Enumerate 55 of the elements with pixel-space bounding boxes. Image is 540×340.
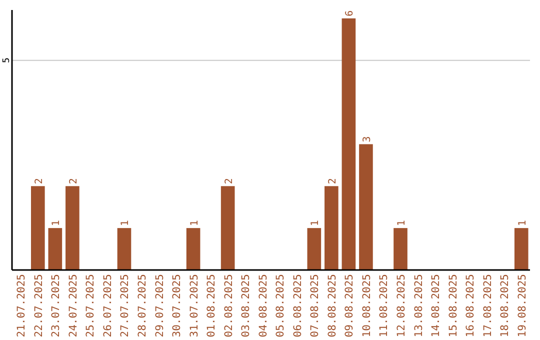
data-label: 1 bbox=[517, 220, 528, 226]
data-label: 6 bbox=[344, 10, 356, 16]
bar bbox=[324, 186, 338, 270]
bar bbox=[514, 228, 528, 270]
bar bbox=[307, 228, 322, 270]
x-tick-label: 24.07.2025 bbox=[67, 274, 80, 338]
bar bbox=[394, 228, 408, 270]
x-tick-label: 09.08.2025 bbox=[344, 274, 356, 338]
x-tick-label: 08.08.2025 bbox=[326, 274, 338, 338]
bar bbox=[220, 186, 235, 270]
data-label: 1 bbox=[310, 220, 322, 226]
x-tick-label: 07.08.2025 bbox=[309, 274, 322, 338]
bar bbox=[117, 228, 132, 270]
bar bbox=[342, 18, 356, 270]
x-tick-label: 23.07.2025 bbox=[50, 274, 62, 338]
bar bbox=[359, 144, 373, 270]
x-tick-label: 26.07.2025 bbox=[102, 274, 114, 338]
x-tick-label: 16.08.2025 bbox=[464, 274, 477, 338]
x-tick-label: 04.08.2025 bbox=[257, 274, 270, 338]
bar bbox=[66, 186, 80, 270]
bar bbox=[30, 186, 45, 270]
x-tick-label: 15.08.2025 bbox=[447, 274, 460, 338]
x-tick-label: 13.08.2025 bbox=[412, 274, 425, 338]
data-label: 2 bbox=[34, 178, 45, 184]
bar bbox=[186, 228, 200, 270]
x-tick-label: 29.07.2025 bbox=[154, 274, 166, 338]
x-tick-label: 27.07.2025 bbox=[119, 274, 132, 338]
data-label: 1 bbox=[189, 220, 200, 226]
x-tick-label: 10.08.2025 bbox=[360, 274, 373, 338]
x-tick-label: 31.07.2025 bbox=[188, 274, 200, 338]
x-tick-label: 06.08.2025 bbox=[292, 274, 304, 338]
x-tick-label: 02.08.2025 bbox=[222, 274, 235, 338]
data-label: 2 bbox=[68, 178, 80, 184]
data-label: 2 bbox=[327, 178, 338, 184]
data-label: 1 bbox=[51, 220, 62, 226]
x-tick-label: 25.07.2025 bbox=[84, 274, 97, 338]
x-tick-label: 18.08.2025 bbox=[499, 274, 512, 338]
x-tick-label: 11.08.2025 bbox=[378, 274, 390, 338]
data-label: 3 bbox=[362, 136, 373, 142]
x-tick-label: 19.08.2025 bbox=[516, 274, 528, 338]
x-tick-label: 05.08.2025 bbox=[274, 274, 287, 338]
x-tick-label: 14.08.2025 bbox=[430, 274, 442, 338]
y-tick-label: 5 bbox=[2, 58, 12, 64]
x-tick-label: 28.07.2025 bbox=[136, 274, 148, 338]
data-label: 1 bbox=[396, 220, 408, 226]
x-tick-label: 30.07.2025 bbox=[171, 274, 184, 338]
x-tick-label: 01.08.2025 bbox=[206, 274, 218, 338]
data-label: 2 bbox=[224, 178, 235, 184]
x-tick-label: 03.08.2025 bbox=[240, 274, 252, 338]
data-label: 1 bbox=[120, 220, 132, 226]
x-tick-label: 12.08.2025 bbox=[396, 274, 408, 338]
bar bbox=[48, 228, 62, 270]
x-tick-label: 22.07.2025 bbox=[32, 274, 45, 338]
x-tick-label: 17.08.2025 bbox=[482, 274, 494, 338]
x-tick-label: 21.07.2025 bbox=[16, 274, 28, 338]
